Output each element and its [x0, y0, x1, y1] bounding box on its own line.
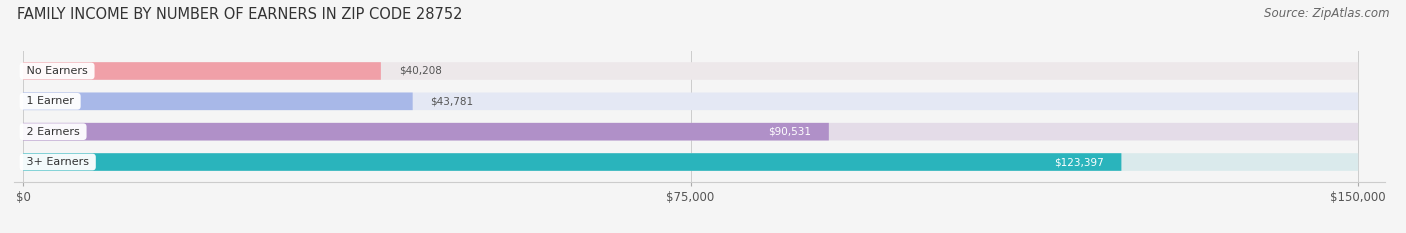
- Text: 3+ Earners: 3+ Earners: [22, 157, 93, 167]
- FancyBboxPatch shape: [22, 93, 1358, 110]
- Text: No Earners: No Earners: [22, 66, 91, 76]
- Text: Source: ZipAtlas.com: Source: ZipAtlas.com: [1264, 7, 1389, 20]
- Text: 1 Earner: 1 Earner: [22, 96, 77, 106]
- Text: $90,531: $90,531: [768, 127, 811, 137]
- Text: $40,208: $40,208: [399, 66, 441, 76]
- Text: $43,781: $43,781: [430, 96, 474, 106]
- Text: $123,397: $123,397: [1054, 157, 1104, 167]
- Text: FAMILY INCOME BY NUMBER OF EARNERS IN ZIP CODE 28752: FAMILY INCOME BY NUMBER OF EARNERS IN ZI…: [17, 7, 463, 22]
- FancyBboxPatch shape: [22, 123, 828, 140]
- FancyBboxPatch shape: [22, 62, 1358, 80]
- Text: 2 Earners: 2 Earners: [22, 127, 83, 137]
- FancyBboxPatch shape: [22, 123, 1358, 140]
- FancyBboxPatch shape: [22, 93, 413, 110]
- FancyBboxPatch shape: [22, 153, 1358, 171]
- FancyBboxPatch shape: [22, 153, 1122, 171]
- FancyBboxPatch shape: [22, 62, 381, 80]
